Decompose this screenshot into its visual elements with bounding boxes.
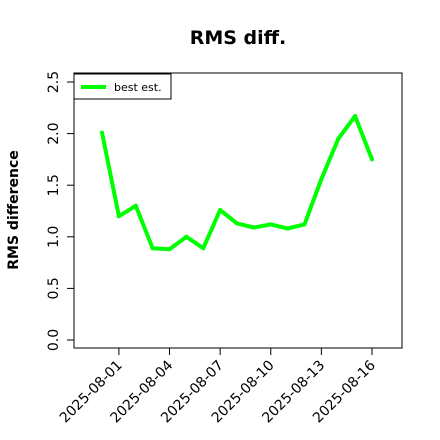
data-point	[353, 114, 358, 119]
data-point	[302, 222, 307, 227]
legend: best est.	[73, 73, 172, 100]
data-point	[218, 208, 223, 212]
legend-label: best est.	[114, 81, 162, 94]
data-point	[150, 246, 155, 251]
data-point	[133, 203, 138, 208]
series-layer	[100, 114, 374, 252]
y-axis: 0.0 0.5 1.0 1.5 2.0 2.5	[46, 71, 75, 351]
series-line	[100, 114, 374, 252]
data-point	[201, 246, 206, 251]
data-point	[251, 225, 256, 230]
y-tick-label: 1.0	[46, 226, 62, 248]
plot-frame	[73, 72, 403, 349]
y-tick-label: 2.0	[46, 122, 62, 144]
y-tick-label: 0.0	[46, 329, 62, 351]
data-point	[167, 247, 172, 252]
data-point	[285, 226, 290, 231]
y-tick-label: 0.5	[46, 277, 62, 299]
data-point	[336, 136, 341, 141]
data-point	[100, 130, 104, 135]
data-point	[319, 177, 324, 181]
data-point	[370, 157, 374, 162]
data-point	[116, 214, 121, 219]
y-tick-label: 2.5	[46, 71, 62, 93]
data-point	[235, 221, 239, 226]
y-axis-label: RMS difference	[6, 150, 22, 270]
y-tick-label: 1.5	[46, 174, 62, 196]
data-point	[268, 222, 273, 227]
chart-title: RMS diff.	[190, 27, 287, 49]
data-point	[184, 234, 189, 239]
x-axis: 2025-08-012025-08-042025-08-072025-08-10…	[57, 347, 379, 426]
